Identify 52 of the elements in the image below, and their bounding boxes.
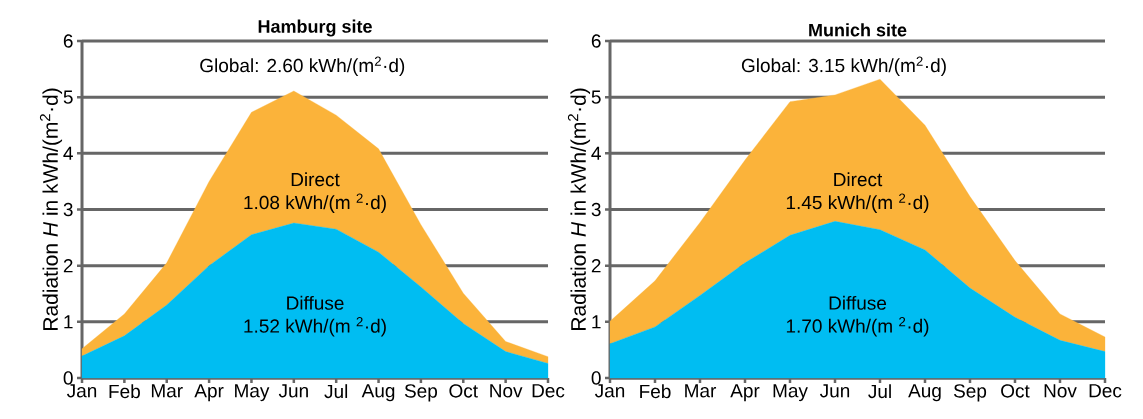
y-tick-label: 0 [591, 371, 601, 385]
annotation: 1.70 kWh/(m $^{2}$·d) [786, 317, 929, 337]
chart-title: Hamburg site [258, 19, 372, 37]
series-label: Direct [834, 172, 883, 187]
x-tick-label: Nov [1044, 384, 1077, 398]
annotation: 1.08 kWh/(m $^{2}$·d) [244, 193, 386, 213]
y-axis-title: Radiation H in kWh/(m$^{2}$·d) [567, 88, 591, 330]
x-tick-label: Jul [868, 384, 891, 399]
x-tick-label: May [235, 384, 270, 402]
series-label: Diffuse [287, 295, 344, 310]
x-tick-label: Feb [109, 384, 140, 399]
x-tick-label: May [773, 384, 808, 402]
y-tick-label: 6 [63, 34, 73, 48]
x-tick-label: Oct [449, 384, 478, 398]
annotation: Global: 3.15 kWh/(m$^{2}$·d) [741, 56, 946, 77]
y-tick-label: 4 [63, 146, 73, 160]
x-tick-label: Nov [490, 384, 523, 398]
annotation: 1.45 kWh/(m $^{2}$·d) [786, 193, 929, 213]
x-tick-label: Oct [1001, 384, 1030, 398]
y-tick-label: 4 [591, 146, 601, 160]
y-tick-label: 1 [592, 315, 601, 329]
x-tick-label: Dec [532, 384, 565, 398]
x-tick-label: Mar [151, 384, 183, 398]
y-tick-label: 2 [591, 259, 601, 273]
y-tick-label: 0 [63, 371, 73, 385]
annotation: 1.52 kWh/(m $^{2}$·d) [244, 317, 386, 337]
x-tick-label: Dec [1089, 384, 1122, 398]
y-tick-label: 3 [63, 202, 73, 217]
series-label: Direct [291, 172, 340, 187]
x-tick-label: Aug [908, 384, 941, 402]
x-tick-label: Jun [278, 384, 308, 398]
y-tick-label: 5 [591, 90, 601, 104]
x-tick-label: Sep [953, 384, 987, 402]
x-tick-label: Jan [66, 384, 97, 398]
x-tick-label: Jan [594, 384, 625, 398]
y-tick-label: 3 [591, 202, 601, 217]
x-tick-label: Apr [194, 384, 224, 402]
x-tick-label: Jul [324, 384, 348, 399]
y-tick-label: 1 [64, 315, 73, 329]
x-tick-label: Feb [640, 384, 671, 399]
x-tick-label: Sep [404, 384, 438, 402]
x-tick-label: Jun [819, 384, 850, 398]
x-tick-label: Mar [685, 384, 717, 398]
annotation: Global: 2.60 kWh/(m$^{2}$·d) [200, 56, 405, 77]
y-tick-label: 6 [591, 34, 601, 48]
y-tick-label: 2 [63, 259, 73, 273]
chart-title: Munich site [809, 23, 907, 37]
series-label: Diffuse [829, 295, 887, 310]
x-tick-label: Aug [361, 384, 395, 402]
x-tick-label: Apr [730, 384, 760, 402]
y-axis-title: Radiation H in kWh/(m$^{2}$·d) [39, 88, 63, 330]
y-tick-label: 5 [63, 90, 73, 104]
